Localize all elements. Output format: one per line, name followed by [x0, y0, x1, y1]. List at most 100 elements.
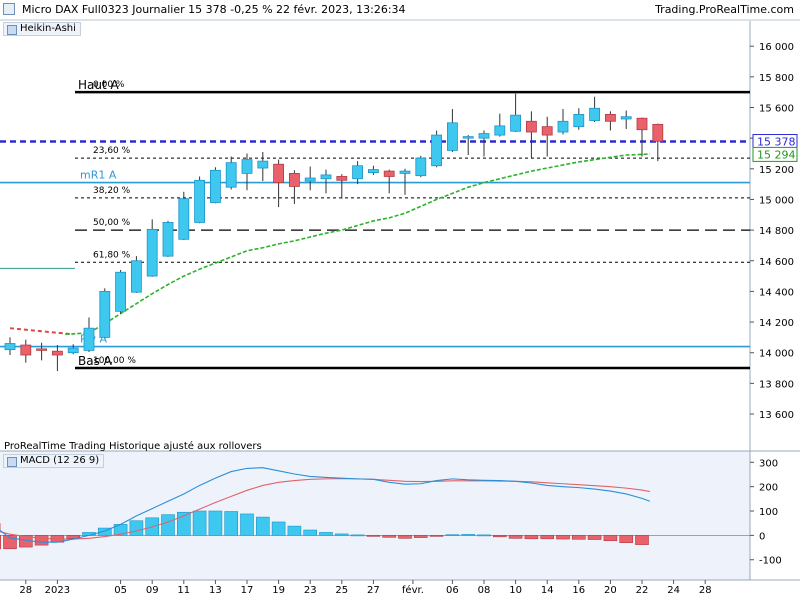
candle: [494, 113, 506, 137]
macd-histogram-bar-negative: [635, 535, 649, 545]
bullish-candle-body: [399, 170, 411, 174]
macd-histogram-bar-negative: [382, 535, 397, 538]
bullish-candle-body: [478, 133, 490, 139]
bearish-candle-body: [288, 172, 300, 187]
y-tick-label: 16 000: [759, 42, 794, 53]
candle: [620, 110, 632, 129]
x-tick-label: 05: [114, 585, 127, 596]
candle: [652, 123, 664, 162]
ma-value-badge: 15 294: [757, 148, 796, 161]
history-note: ProRealTime Trading Historique ajusté au…: [4, 441, 262, 452]
macd-histogram-bar-negative: [508, 535, 523, 539]
x-tick-label: 08: [478, 585, 491, 596]
macd-histogram-bar-negative: [556, 535, 570, 540]
indicator-chip-label: MACD (12 26 9): [20, 455, 100, 466]
x-tick-label: 23: [304, 585, 317, 596]
ma-value-badge-bg: [752, 146, 798, 162]
candle: [288, 170, 300, 205]
indicator-chip-label: Heikin-Ashi: [20, 23, 76, 34]
candle: [383, 169, 395, 194]
level-name-label: Bas A: [78, 354, 113, 368]
y-tick-label: 14 000: [759, 349, 794, 360]
x-tick-label: 10: [509, 585, 522, 596]
bullish-candle-body: [194, 179, 206, 223]
chart-title: Micro DAX Full0323 Journalier 15 378 -0,…: [22, 3, 406, 16]
candle: [589, 96, 600, 123]
stop-trail-line: [9, 327, 74, 336]
level-name-label: Haut A: [78, 78, 120, 92]
macd-y-tick-label: 300: [759, 458, 778, 469]
candle: [446, 109, 458, 152]
candle: [605, 111, 616, 131]
bullish-candle-body: [225, 162, 237, 188]
macd-histogram-bar-negative: [34, 535, 49, 546]
bearish-candle-body: [541, 126, 553, 136]
macd-histogram-bar-negative: [0, 535, 1, 550]
macd-histogram-bar-positive: [255, 516, 270, 536]
x-tick-label: 13: [209, 585, 222, 596]
y-tick-label: 14 200: [759, 318, 794, 329]
bullish-candle-body: [241, 159, 253, 174]
current-price-badge: 15 378: [757, 136, 796, 149]
macd-histogram-bar-negative: [587, 535, 602, 540]
bearish-candle-body: [36, 348, 47, 351]
y-tick-label: 14 400: [759, 287, 794, 298]
candle: [541, 116, 553, 157]
macd-histogram-bar-negative: [398, 535, 412, 539]
bullish-candle-body: [257, 160, 269, 169]
bullish-candle-body: [352, 165, 364, 180]
macd-y-tick-label: 200: [759, 483, 778, 494]
collapse-toggle-icon[interactable]: [3, 3, 15, 15]
bullish-candle-body: [115, 271, 126, 312]
macd-histogram-bar-positive: [129, 520, 144, 536]
bearish-candle-body: [605, 113, 616, 122]
x-tick-label: 09: [146, 585, 159, 596]
macd-histogram-bar-negative: [603, 535, 618, 542]
bullish-candle-body: [510, 114, 522, 132]
macd-histogram-bar-negative: [492, 535, 507, 538]
candle: [178, 191, 190, 241]
bullish-candle-body: [415, 157, 427, 177]
indicator-chip-macd[interactable]: MACD (12 26 9): [3, 454, 105, 468]
macd-histogram-bar-positive: [192, 510, 207, 536]
level-percent-label: 100,00 %: [93, 356, 136, 366]
candle: [478, 130, 490, 157]
bullish-candle-body: [462, 136, 474, 139]
macd-y-tick-label: -100: [759, 556, 782, 567]
y-tick-label: 15 800: [759, 73, 794, 84]
candle: [573, 108, 585, 130]
candle: [510, 93, 522, 133]
x-tick-label: 11: [177, 585, 190, 596]
candle: [36, 342, 47, 361]
title-bar: Micro DAX Full0323 Journalier 15 378 -0,…: [0, 0, 800, 20]
bullish-candle-body: [83, 327, 95, 351]
macd-line: [0, 467, 651, 543]
bearish-candle-body: [20, 344, 32, 356]
bullish-candle-body: [67, 347, 79, 354]
title-bar-bg: [0, 0, 800, 20]
indicator-chip-heikin-ashi[interactable]: Heikin-Ashi: [3, 22, 81, 36]
candle: [273, 159, 285, 208]
macd-histogram-bar-positive: [224, 511, 238, 536]
bullish-candle-body: [431, 134, 443, 167]
candle: [257, 151, 269, 182]
x-tick-label: févr.: [402, 584, 424, 596]
candle: [336, 174, 348, 199]
level-percent-label: 0,00 %: [93, 80, 125, 90]
y-tick-label: 13 800: [759, 379, 794, 390]
candle: [241, 153, 253, 191]
site-label: Trading.ProRealTime.com: [655, 3, 794, 16]
bearish-candle-body: [52, 350, 63, 356]
macd-histogram-bar-negative: [413, 535, 428, 538]
macd-histogram-bar-positive: [445, 534, 460, 536]
candle: [352, 161, 364, 185]
macd-histogram-bar-positive: [271, 521, 286, 536]
x-tick-label: 28: [19, 585, 32, 596]
indicator-settings-icon: [7, 25, 17, 35]
macd-histogram-bar-positive: [461, 534, 476, 536]
level-percent-label: 38,20 %: [93, 186, 131, 196]
x-tick-label: 2023: [45, 585, 70, 596]
candle: [431, 130, 443, 168]
candle: [320, 169, 332, 194]
